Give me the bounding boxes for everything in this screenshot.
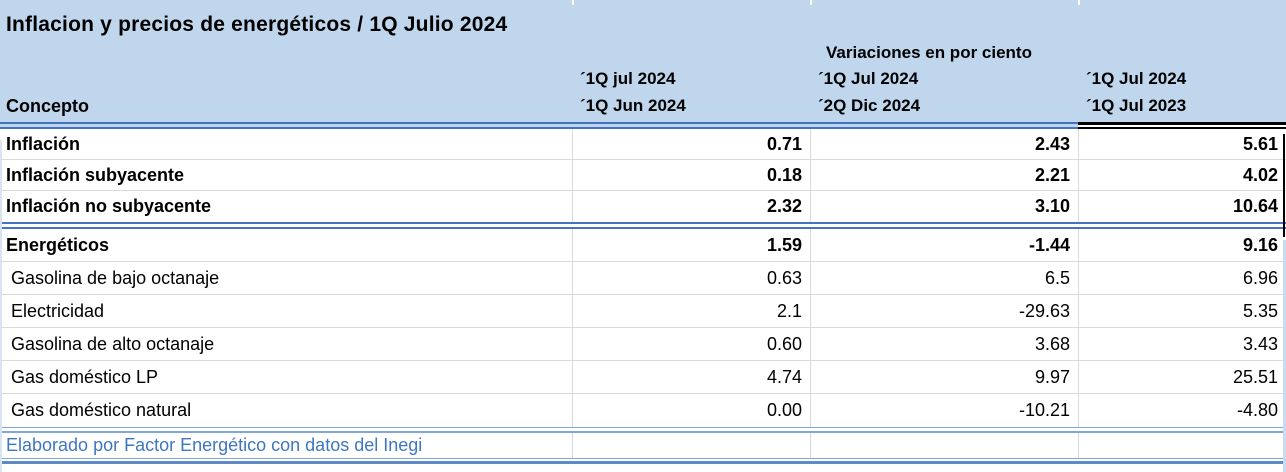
- column-header-2-line1: ´1Q Jul 2024: [818, 69, 919, 88]
- cell-value: 0.18: [572, 160, 810, 190]
- column-header-3-line2: ´1Q Jul 2023: [1086, 96, 1187, 115]
- column-header-1: ´1Q jul 2024 ´1Q Jun 2024: [572, 65, 810, 119]
- page-title: Inflacion y precios de energéticos / 1Q …: [6, 13, 508, 36]
- table-row-inflacion: Inflación 0.71 2.43 5.61: [0, 129, 1286, 160]
- column-header-3: ´1Q Jul 2024 ´1Q Jul 2023: [1078, 65, 1286, 119]
- row-label: Energéticos: [6, 234, 110, 255]
- row-label: Gasolina de alto octanaje: [11, 333, 215, 354]
- empty-cell: [1078, 433, 1286, 458]
- table-row-inflacion-subyacente: Inflación subyacente 0.18 2.21 4.02: [0, 160, 1286, 191]
- source-note: Elaborado por Factor Energético con dato…: [6, 435, 423, 455]
- cell-value: 0.60: [572, 328, 810, 360]
- cell-value: 5.61: [1078, 129, 1286, 159]
- top-gridline-stub: [0, 0, 1286, 5]
- cell-value: 25.51: [1078, 361, 1286, 393]
- cell-value: 0.00: [572, 394, 810, 427]
- table-row-inflacion-no-subyacente: Inflación no subyacente 2.32 3.10 10.64: [0, 191, 1286, 222]
- column-header-1-line2: ´1Q Jun 2024: [580, 96, 686, 115]
- cell-value: 0.63: [572, 262, 810, 294]
- inflation-rows-group: Inflación 0.71 2.43 5.61 Inflación subya…: [0, 129, 1286, 222]
- cell-value: 2.21: [810, 160, 1078, 190]
- gridline-tick: [1078, 0, 1080, 5]
- empty-cell: [572, 433, 810, 458]
- cell-value: 4.02: [1078, 160, 1286, 190]
- left-edge-gridline: [0, 140, 2, 472]
- cell-value: 3.10: [810, 191, 1078, 222]
- cell-value: 0.71: [572, 129, 810, 159]
- row-label: Gasolina de bajo octanaje: [11, 267, 220, 288]
- cell-value: 5.35: [1078, 295, 1286, 327]
- row-label: Gas doméstico natural: [11, 400, 192, 420]
- gridline-tick: [810, 0, 812, 5]
- table-header: Inflacion y precios de energéticos / 1Q …: [0, 5, 1286, 122]
- cell-value: 4.74: [572, 361, 810, 393]
- footer-divider: [0, 427, 1286, 433]
- right-edge-gridline: [1283, 240, 1286, 472]
- column-header-2: ´1Q Jul 2024 ´2Q Dic 2024: [810, 65, 1078, 119]
- row-label: Inflación: [6, 133, 81, 154]
- column-headers: Concepto ´1Q jul 2024 ´1Q Jun 2024 ´1Q J…: [0, 65, 1286, 122]
- cell-value: 3.43: [1078, 328, 1286, 360]
- cell-value: 2.43: [810, 129, 1078, 159]
- footer-row: Elaborado por Factor Energético con dato…: [0, 433, 1286, 458]
- table-row-energeticos: Energéticos 1.59 -1.44 9.16: [0, 229, 1286, 262]
- energy-rows-group: Energéticos 1.59 -1.44 9.16 Gasolina de …: [0, 229, 1286, 427]
- table-row-gasolina-alto: Gasolina de alto octanaje 0.60 3.68 3.43: [0, 328, 1286, 361]
- gridline-tick: [572, 0, 574, 5]
- column-header-1-line1: ´1Q jul 2024: [580, 69, 676, 88]
- row-label: Gas doméstico LP: [11, 366, 159, 387]
- column-header-3-line1: ´1Q Jul 2024: [1086, 69, 1187, 88]
- cell-value: -1.44: [810, 229, 1078, 261]
- empty-cell: [810, 433, 1078, 458]
- table-row-electricidad: Electricidad 2.1 -29.63 5.35: [0, 295, 1286, 328]
- bottom-divider: [0, 458, 1286, 465]
- column-header-concepto: Concepto: [6, 96, 89, 116]
- cell-value: -4.80: [1078, 394, 1286, 427]
- cell-value: 6.5: [810, 262, 1078, 294]
- cell-value: -29.63: [810, 295, 1078, 327]
- cell-value: 6.96: [1078, 262, 1286, 294]
- group-divider: [0, 222, 1286, 229]
- row-label: Electricidad: [11, 300, 105, 321]
- header-divider-black-segment: [1078, 122, 1286, 129]
- cell-value: 2.32: [572, 191, 810, 222]
- row-label: Inflación subyacente: [6, 164, 185, 185]
- cell-value: -10.21: [810, 394, 1078, 427]
- table-row-gas-natural: Gas doméstico natural 0.00 -10.21 -4.80: [0, 394, 1286, 427]
- cell-value: 10.64: [1078, 191, 1286, 222]
- table-row-gas-lp: Gas doméstico LP 4.74 9.97 25.51: [0, 361, 1286, 394]
- row-label: Inflación no subyacente: [6, 196, 212, 216]
- cell-value: 3.68: [810, 328, 1078, 360]
- cell-value: 1.59: [572, 229, 810, 261]
- header-divider: [0, 122, 1286, 129]
- cell-value: 2.1: [572, 295, 810, 327]
- cell-value: 9.97: [810, 361, 1078, 393]
- table-row-gasolina-bajo: Gasolina de bajo octanaje 0.63 6.5 6.96: [0, 262, 1286, 295]
- group-header-label: Variaciones en por ciento: [826, 43, 1032, 62]
- right-edge-black-border: [1283, 134, 1285, 237]
- column-header-2-line2: ´2Q Dic 2024: [818, 96, 921, 115]
- cell-value: 9.16: [1078, 229, 1286, 261]
